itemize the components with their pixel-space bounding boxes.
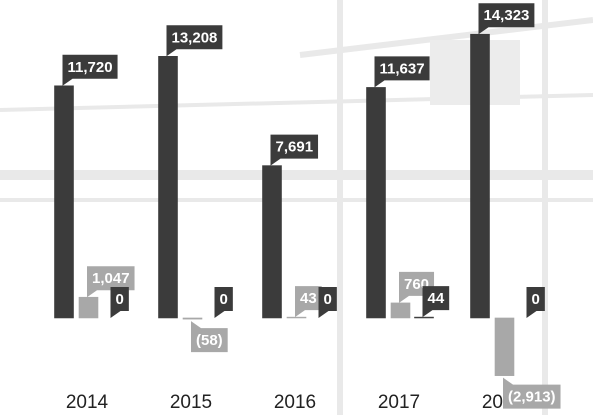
bar: [495, 318, 514, 376]
value-label: 7,691: [271, 135, 319, 166]
bar: [263, 166, 282, 318]
value-label: 43: [295, 286, 322, 317]
chart: 2014201520162017201811,72013,2087,69111,…: [0, 0, 593, 415]
value-label: (58): [191, 321, 228, 352]
value-label: 11,637: [375, 56, 430, 87]
value-label-text: 0: [220, 291, 228, 308]
bar: [159, 56, 178, 318]
bar: [367, 87, 386, 318]
value-label-text: 11,637: [380, 60, 425, 77]
bar: [79, 297, 98, 318]
value-label: (2,913): [503, 378, 561, 409]
value-label-text: 43: [300, 290, 317, 307]
value-label-text: (58): [196, 332, 223, 349]
x-tick-label: 2016: [274, 392, 316, 413]
value-label-text: 1,047: [92, 270, 130, 287]
bar: [55, 86, 74, 318]
x-tick-label: 2015: [170, 392, 212, 413]
value-label-text: 14,323: [484, 7, 530, 24]
value-label-text: (2,913): [508, 389, 556, 406]
x-tick-label: 2014: [66, 392, 109, 413]
bar: [287, 317, 306, 318]
bar: [471, 34, 490, 318]
value-label-text: 0: [532, 291, 540, 308]
value-label: 44: [423, 286, 450, 317]
value-label-text: 11,720: [68, 59, 113, 76]
value-label-text: 13,208: [172, 29, 218, 46]
value-label: 11,720: [63, 55, 118, 86]
value-label: 0: [319, 287, 337, 318]
bar: [183, 318, 202, 319]
value-label-text: 0: [116, 291, 124, 308]
bar: [391, 303, 410, 318]
bar: [415, 317, 434, 318]
value-label-text: 7,691: [276, 139, 314, 156]
x-tick-label: 2017: [378, 392, 420, 413]
value-label: 0: [111, 287, 129, 318]
value-label-text: 44: [428, 290, 445, 307]
value-label: 0: [215, 287, 233, 318]
value-label: 13,208: [167, 25, 223, 56]
value-label-text: 0: [324, 291, 332, 308]
